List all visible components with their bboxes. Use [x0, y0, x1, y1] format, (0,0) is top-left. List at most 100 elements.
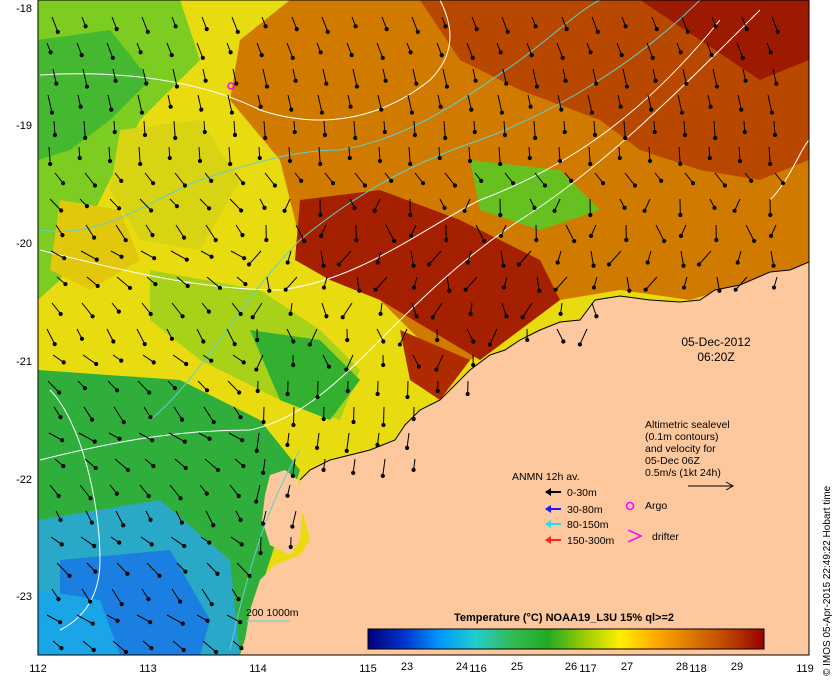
velocity-arrow-head	[533, 24, 538, 29]
velocity-arrow-head	[362, 183, 368, 188]
velocity-arrow-head	[434, 367, 439, 372]
velocity-arrow-head	[62, 256, 67, 261]
velocity-arrow-head	[238, 311, 243, 317]
velocity-arrow-head	[259, 53, 264, 58]
velocity-arrow	[428, 250, 442, 265]
velocity-arrow-head	[498, 212, 503, 218]
velocity-arrow-head	[184, 361, 189, 367]
velocity-arrow-head	[564, 27, 569, 32]
velocity-arrow-head	[409, 110, 415, 115]
velocity-arrow-head	[353, 24, 358, 29]
velocity-arrow	[741, 16, 748, 30]
velocity-arrow-head	[264, 237, 269, 243]
altimetry-line: 0.5m/s (1kt 24h)	[645, 467, 721, 479]
marker-legend: Argo drifter	[625, 500, 679, 543]
velocity-arrow-head	[733, 287, 738, 292]
velocity-arrow-head	[292, 129, 297, 135]
velocity-arrow-head	[294, 27, 299, 32]
velocity-arrow	[56, 562, 70, 577]
velocity-arrow	[84, 458, 97, 469]
velocity-arrow-head	[241, 463, 246, 469]
velocity-arrow-head	[116, 206, 122, 211]
velocity-arrow	[141, 16, 149, 33]
velocity-arrow-head	[649, 107, 654, 112]
velocity-arrow	[52, 68, 57, 84]
velocity-arrow	[169, 484, 181, 499]
velocity-arrow	[50, 536, 63, 545]
velocity-arrow	[435, 354, 444, 370]
velocity-arrow-head	[142, 132, 148, 138]
velocity-arrow-head	[240, 181, 246, 186]
velocity-arrow-head	[125, 467, 131, 473]
velocity-arrow-head	[528, 104, 533, 109]
velocity-arrow	[107, 94, 112, 110]
velocity-arrow	[590, 250, 595, 266]
velocity-arrow-head	[588, 233, 594, 239]
velocity-arrow-head	[302, 238, 307, 244]
lon-tick: 114	[249, 663, 267, 675]
velocity-arrow	[111, 16, 118, 30]
velocity-arrow-head	[178, 599, 183, 604]
velocity-arrow-head	[260, 521, 266, 526]
velocity-arrow	[432, 302, 443, 318]
velocity-arrow-head	[737, 158, 743, 164]
velocity-arrow	[378, 146, 381, 162]
velocity-arrow-head	[138, 50, 143, 55]
colorbar-tick: 28	[676, 661, 688, 673]
velocity-arrow-head	[169, 336, 175, 341]
velocity-arrow	[78, 432, 96, 443]
velocity-arrow-head	[326, 364, 331, 369]
velocity-arrow	[738, 146, 741, 162]
velocity-arrow-head	[267, 288, 272, 293]
mooring-legend: ANMN 12h av. 0-30m 30-80m 80-150m 150-30…	[512, 471, 615, 547]
velocity-arrow-head	[148, 620, 153, 625]
velocity-arrow-head	[238, 517, 243, 523]
velocity-arrow-head	[742, 129, 747, 135]
legend-label: 0-30m	[567, 487, 597, 499]
velocity-arrow-head	[254, 499, 259, 504]
velocity-arrow-head	[250, 315, 255, 320]
velocity-arrow-head	[381, 422, 386, 428]
velocity-arrow-head	[182, 183, 188, 188]
velocity-arrow-head	[498, 233, 504, 239]
velocity-arrow	[737, 94, 742, 110]
velocity-arrow	[144, 172, 154, 184]
velocity-arrow	[442, 68, 448, 87]
altimetry-line: 05-Dec 06Z	[645, 455, 700, 467]
velocity-arrow	[146, 562, 160, 577]
argo-legend-label: Argo	[645, 500, 667, 512]
velocity-arrow	[106, 328, 114, 342]
velocity-arrow-head	[205, 618, 210, 623]
velocity-arrow-head	[744, 27, 749, 32]
velocity-arrow-head	[471, 339, 476, 344]
velocity-arrow-head	[90, 621, 95, 626]
velocity-arrow-head	[392, 238, 397, 244]
velocity-arrow-head	[180, 621, 185, 626]
velocity-arrow-head	[168, 104, 173, 109]
velocity-arrow	[500, 250, 505, 266]
velocity-arrow	[80, 536, 95, 547]
velocity-arrow	[464, 198, 471, 212]
velocity-arrow	[374, 198, 381, 212]
velocity-arrow	[323, 120, 326, 136]
velocity-arrow	[252, 302, 263, 318]
velocity-arrow	[232, 354, 245, 363]
altimetry-line: (0.1m contours)	[645, 431, 719, 443]
velocity-arrow-head	[151, 463, 156, 469]
velocity-arrow	[608, 250, 622, 265]
velocity-arrow-head	[717, 288, 722, 293]
velocity-arrow	[136, 328, 146, 345]
velocity-arrow	[202, 640, 217, 653]
velocity-arrow	[772, 68, 777, 84]
lat-tick: -22	[16, 474, 32, 486]
velocity-arrow	[82, 68, 88, 87]
velocity-arrow-head	[283, 287, 288, 292]
velocity-arrow-head	[439, 53, 444, 58]
lon-tick: 113	[139, 663, 157, 675]
velocity-arrow	[85, 510, 93, 523]
velocity-arrow	[81, 302, 93, 317]
velocity-arrow	[172, 354, 187, 365]
velocity-arrow	[475, 224, 485, 242]
velocity-arrow-head	[414, 81, 419, 86]
velocity-arrow-head	[215, 571, 220, 576]
